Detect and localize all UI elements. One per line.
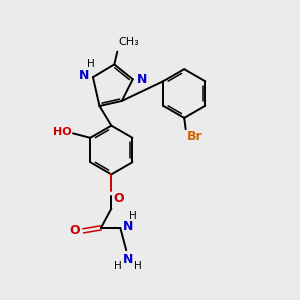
Text: Br: Br xyxy=(187,130,202,143)
Text: N: N xyxy=(136,73,147,86)
Text: N: N xyxy=(79,69,89,82)
Text: HO: HO xyxy=(53,128,72,137)
Text: H: H xyxy=(134,262,141,272)
Text: N: N xyxy=(123,220,133,233)
Text: O: O xyxy=(114,192,124,205)
Text: H: H xyxy=(129,211,136,221)
Text: N: N xyxy=(122,253,133,266)
Text: H: H xyxy=(87,59,94,69)
Text: O: O xyxy=(69,224,80,237)
Text: CH₃: CH₃ xyxy=(119,38,140,47)
Text: H: H xyxy=(114,262,122,272)
